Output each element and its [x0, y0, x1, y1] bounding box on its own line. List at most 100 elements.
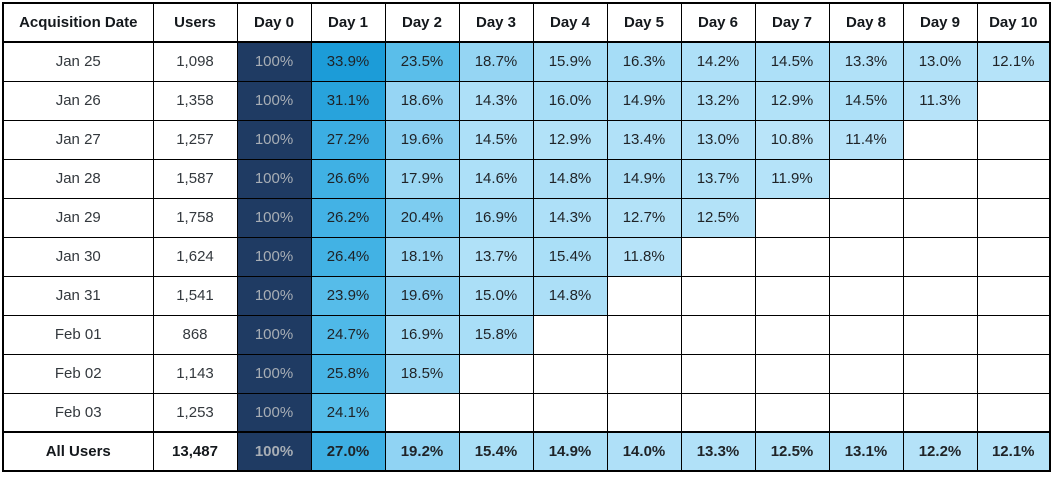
- retention-cell: 26.2%: [310, 197, 386, 238]
- empty-cell: [754, 236, 830, 277]
- empty-cell: [976, 158, 1051, 199]
- retention-cell: 18.5%: [384, 353, 460, 394]
- column-header-day-0: Day 0: [236, 2, 312, 43]
- retention-cell: 12.9%: [532, 119, 608, 160]
- day0-cell: 100%: [236, 275, 312, 316]
- retention-cell: 33.9%: [310, 41, 386, 82]
- retention-cell: 25.8%: [310, 353, 386, 394]
- empty-cell: [532, 392, 608, 433]
- empty-cell: [976, 275, 1051, 316]
- column-header-users: Users: [152, 2, 238, 43]
- cohort-row: Jan 31 1,541 100% 23.9% 19.6% 15.0% 14.8%: [2, 275, 1051, 316]
- retention-cell: 26.4%: [310, 236, 386, 277]
- retention-cell: 13.4%: [606, 119, 682, 160]
- users-cell: 868: [152, 314, 238, 355]
- users-cell: 1,624: [152, 236, 238, 277]
- empty-cell: [384, 392, 460, 433]
- empty-cell: [976, 119, 1051, 160]
- empty-cell: [680, 236, 756, 277]
- empty-cell: [754, 392, 830, 433]
- table-header: Acquisition Date Users Day 0 Day 1 Day 2 Day …: [2, 2, 1051, 43]
- column-header-day-9: Day 9: [902, 2, 978, 43]
- column-header-day-2: Day 2: [384, 2, 460, 43]
- empty-cell: [680, 275, 756, 316]
- retention-cell: 13.0%: [680, 119, 756, 160]
- retention-cell: 13.1%: [828, 431, 904, 472]
- empty-cell: [976, 197, 1051, 238]
- empty-cell: [976, 353, 1051, 394]
- column-header-day-5: Day 5: [606, 2, 682, 43]
- date-cell: Jan 30: [2, 236, 154, 277]
- retention-cell: 13.0%: [902, 41, 978, 82]
- cohort-row: Feb 03 1,253 100% 24.1%: [2, 392, 1051, 433]
- day0-cell: 100%: [236, 158, 312, 199]
- retention-cell: 12.1%: [976, 41, 1051, 82]
- cohort-row: Feb 01 868 100% 24.7% 16.9% 15.8%: [2, 314, 1051, 355]
- column-header-acquisition-date: Acquisition Date: [2, 2, 154, 43]
- retention-cell: 18.7%: [458, 41, 534, 82]
- retention-cell: 14.9%: [606, 80, 682, 121]
- day0-cell: 100%: [236, 197, 312, 238]
- users-cell: 1,143: [152, 353, 238, 394]
- retention-cell: 12.1%: [976, 431, 1051, 472]
- retention-cell: 19.6%: [384, 119, 460, 160]
- empty-cell: [828, 158, 904, 199]
- empty-cell: [976, 80, 1051, 121]
- column-header-day-1: Day 1: [310, 2, 386, 43]
- empty-cell: [828, 392, 904, 433]
- retention-cell: 24.1%: [310, 392, 386, 433]
- retention-cell: 14.3%: [458, 80, 534, 121]
- header-row: Acquisition Date Users Day 0 Day 1 Day 2 Day …: [2, 2, 1051, 43]
- users-cell: 1,098: [152, 41, 238, 82]
- date-cell: Jan 31: [2, 275, 154, 316]
- retention-cell: 13.3%: [680, 431, 756, 472]
- retention-cell: 15.8%: [458, 314, 534, 355]
- date-cell: Jan 26: [2, 80, 154, 121]
- day0-cell: 100%: [236, 431, 312, 472]
- retention-cell: 20.4%: [384, 197, 460, 238]
- empty-cell: [828, 275, 904, 316]
- column-header-day-7: Day 7: [754, 2, 830, 43]
- empty-cell: [976, 236, 1051, 277]
- empty-cell: [754, 314, 830, 355]
- retention-cell: 11.3%: [902, 80, 978, 121]
- retention-cell: 17.9%: [384, 158, 460, 199]
- day0-cell: 100%: [236, 392, 312, 433]
- retention-cell: 12.5%: [754, 431, 830, 472]
- day0-cell: 100%: [236, 41, 312, 82]
- retention-cell: 13.2%: [680, 80, 756, 121]
- day0-cell: 100%: [236, 119, 312, 160]
- cohort-retention-table: Acquisition Date Users Day 0 Day 1 Day 2 Day …: [2, 2, 1051, 472]
- day0-cell: 100%: [236, 314, 312, 355]
- column-header-day-3: Day 3: [458, 2, 534, 43]
- empty-cell: [606, 392, 682, 433]
- retention-cell: 10.8%: [754, 119, 830, 160]
- retention-cell: 14.9%: [532, 431, 608, 472]
- retention-cell: 16.3%: [606, 41, 682, 82]
- cohort-row: Jan 28 1,587 100% 26.6% 17.9% 14.6% 14.8% 14.9%…: [2, 158, 1051, 199]
- empty-cell: [828, 353, 904, 394]
- cohort-row: Jan 27 1,257 100% 27.2% 19.6% 14.5% 12.9% 13.4%…: [2, 119, 1051, 160]
- retention-cell: 11.9%: [754, 158, 830, 199]
- empty-cell: [458, 392, 534, 433]
- empty-cell: [606, 275, 682, 316]
- retention-cell: 26.6%: [310, 158, 386, 199]
- date-cell: Feb 01: [2, 314, 154, 355]
- empty-cell: [902, 158, 978, 199]
- empty-cell: [680, 314, 756, 355]
- cohort-row: Jan 26 1,358 100% 31.1% 18.6% 14.3% 16.0% 14.9%…: [2, 80, 1051, 121]
- empty-cell: [458, 353, 534, 394]
- retention-cell: 14.0%: [606, 431, 682, 472]
- empty-cell: [902, 275, 978, 316]
- retention-cell: 12.2%: [902, 431, 978, 472]
- empty-cell: [532, 314, 608, 355]
- empty-cell: [532, 353, 608, 394]
- empty-cell: [976, 314, 1051, 355]
- retention-cell: 14.5%: [458, 119, 534, 160]
- empty-cell: [828, 314, 904, 355]
- empty-cell: [902, 197, 978, 238]
- retention-cell: 27.2%: [310, 119, 386, 160]
- column-header-day-10: Day 10: [976, 2, 1051, 43]
- retention-cell: 12.9%: [754, 80, 830, 121]
